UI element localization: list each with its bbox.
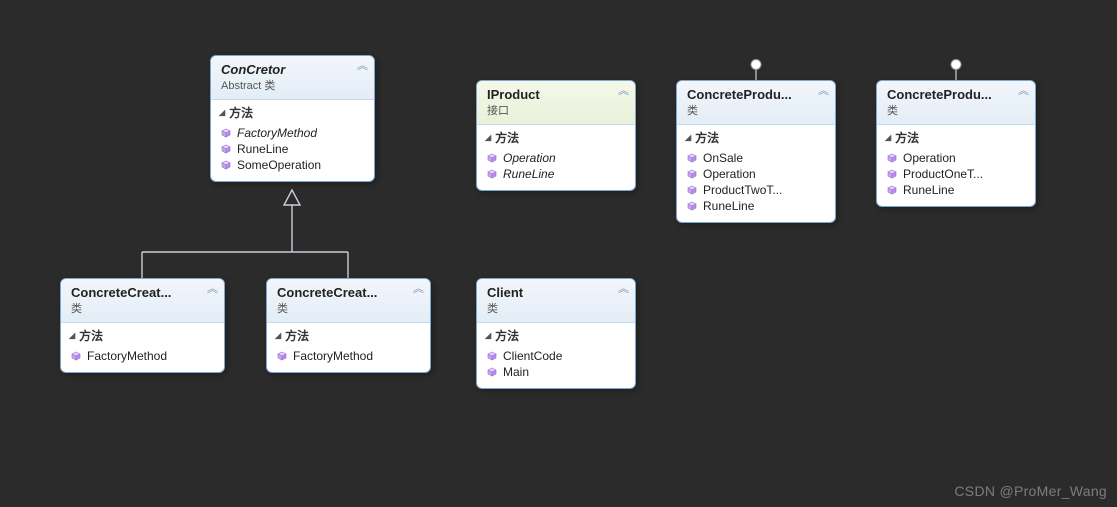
class-header: ConcreteProdu... 类 ︽ — [677, 81, 835, 125]
interface-lollipop — [951, 59, 962, 70]
class-title: Client — [487, 285, 607, 300]
expand-triangle-icon: ◢ — [485, 133, 491, 142]
class-concrete-creator-b[interactable]: ConcreteCreat... 类 ︽ ◢ 方法 FactoryMethod — [266, 278, 431, 373]
class-title: IProduct — [487, 87, 607, 102]
member-list: FactoryMethod — [61, 346, 224, 372]
class-subtitle: 类 — [887, 102, 1027, 118]
collapse-chevron-icon[interactable]: ︽ — [413, 285, 424, 293]
class-client[interactable]: Client 类 ︽ ◢ 方法 ClientCode Main — [476, 278, 636, 389]
interface-lollipop — [751, 59, 762, 70]
section-label: 方法 — [695, 129, 719, 146]
watermark: CSDN @ProMer_Wang — [954, 483, 1107, 499]
class-concretor[interactable]: ConCretor Abstract 类 ︽ ◢ 方法 FactoryMetho… — [210, 55, 375, 182]
methods-section-header[interactable]: ◢ 方法 — [877, 125, 1035, 148]
class-header: ConcreteCreat... 类 ︽ — [267, 279, 430, 323]
method-item[interactable]: RuneLine — [683, 198, 829, 214]
class-subtitle: 类 — [687, 102, 827, 118]
methods-section-header[interactable]: ◢ 方法 — [267, 323, 430, 346]
class-title: ConcreteProdu... — [887, 87, 1007, 102]
class-title: ConcreteCreat... — [71, 285, 191, 300]
method-item[interactable]: ProductOneT... — [883, 166, 1029, 182]
class-subtitle: 类 — [487, 300, 627, 316]
section-label: 方法 — [229, 104, 253, 121]
section-label: 方法 — [495, 129, 519, 146]
collapse-chevron-icon[interactable]: ︽ — [207, 285, 218, 293]
expand-triangle-icon: ◢ — [885, 133, 891, 142]
method-icon — [277, 351, 287, 361]
collapse-chevron-icon[interactable]: ︽ — [618, 285, 629, 293]
class-concrete-product-a[interactable]: ConcreteProdu... 类 ︽ ◢ 方法 OnSale Operati… — [676, 80, 836, 223]
member-list: OnSale Operation ProductTwoT... RuneLine — [677, 148, 835, 222]
expand-triangle-icon: ◢ — [485, 331, 491, 340]
section-label: 方法 — [895, 129, 919, 146]
method-item[interactable]: Operation — [483, 150, 629, 166]
section-label: 方法 — [285, 327, 309, 344]
method-icon — [487, 367, 497, 377]
section-label: 方法 — [495, 327, 519, 344]
method-item[interactable]: SomeOperation — [217, 157, 368, 173]
method-icon — [487, 351, 497, 361]
member-list: ClientCode Main — [477, 346, 635, 388]
method-icon — [687, 153, 697, 163]
class-subtitle: Abstract 类 — [221, 77, 366, 93]
class-header: ConcreteCreat... 类 ︽ — [61, 279, 224, 323]
member-list: FactoryMethod RuneLine SomeOperation — [211, 123, 374, 181]
connectors-layer — [0, 0, 1117, 507]
method-item[interactable]: RuneLine — [883, 182, 1029, 198]
method-icon — [887, 169, 897, 179]
class-concrete-creator-a[interactable]: ConcreteCreat... 类 ︽ ◢ 方法 FactoryMethod — [60, 278, 225, 373]
method-icon — [687, 185, 697, 195]
method-icon — [221, 160, 231, 170]
class-title: ConcreteProdu... — [687, 87, 807, 102]
methods-section-header[interactable]: ◢ 方法 — [477, 125, 635, 148]
method-item[interactable]: RuneLine — [483, 166, 629, 182]
member-list: FactoryMethod — [267, 346, 430, 372]
methods-section-header[interactable]: ◢ 方法 — [211, 100, 374, 123]
method-item[interactable]: FactoryMethod — [273, 348, 424, 364]
member-list: Operation RuneLine — [477, 148, 635, 190]
method-icon — [487, 169, 497, 179]
method-item[interactable]: OnSale — [683, 150, 829, 166]
method-icon — [887, 153, 897, 163]
method-icon — [221, 128, 231, 138]
expand-triangle-icon: ◢ — [275, 331, 281, 340]
class-header: ConcreteProdu... 类 ︽ — [877, 81, 1035, 125]
expand-triangle-icon: ◢ — [69, 331, 75, 340]
class-title: ConcreteCreat... — [277, 285, 397, 300]
method-icon — [487, 153, 497, 163]
methods-section-header[interactable]: ◢ 方法 — [477, 323, 635, 346]
expand-triangle-icon: ◢ — [685, 133, 691, 142]
section-label: 方法 — [79, 327, 103, 344]
methods-section-header[interactable]: ◢ 方法 — [61, 323, 224, 346]
method-icon — [221, 144, 231, 154]
method-item[interactable]: Operation — [883, 150, 1029, 166]
methods-section-header[interactable]: ◢ 方法 — [677, 125, 835, 148]
method-item[interactable]: Main — [483, 364, 629, 380]
class-header: IProduct 接口 ︽ — [477, 81, 635, 125]
method-item[interactable]: FactoryMethod — [217, 125, 368, 141]
member-list: Operation ProductOneT... RuneLine — [877, 148, 1035, 206]
method-icon — [71, 351, 81, 361]
collapse-chevron-icon[interactable]: ︽ — [618, 87, 629, 95]
method-item[interactable]: RuneLine — [217, 141, 368, 157]
class-subtitle: 类 — [71, 300, 216, 316]
class-subtitle: 接口 — [487, 102, 627, 118]
class-iproduct[interactable]: IProduct 接口 ︽ ◢ 方法 Operation RuneLine — [476, 80, 636, 191]
method-icon — [687, 169, 697, 179]
method-item[interactable]: ClientCode — [483, 348, 629, 364]
class-concrete-product-b[interactable]: ConcreteProdu... 类 ︽ ◢ 方法 Operation Prod… — [876, 80, 1036, 207]
method-icon — [887, 185, 897, 195]
method-item[interactable]: Operation — [683, 166, 829, 182]
class-subtitle: 类 — [277, 300, 422, 316]
class-title: ConCretor — [221, 62, 341, 77]
collapse-chevron-icon[interactable]: ︽ — [818, 87, 829, 95]
class-header: Client 类 ︽ — [477, 279, 635, 323]
method-item[interactable]: ProductTwoT... — [683, 182, 829, 198]
expand-triangle-icon: ◢ — [219, 108, 225, 117]
collapse-chevron-icon[interactable]: ︽ — [357, 62, 368, 70]
class-header: ConCretor Abstract 类 ︽ — [211, 56, 374, 100]
method-item[interactable]: FactoryMethod — [67, 348, 218, 364]
collapse-chevron-icon[interactable]: ︽ — [1018, 87, 1029, 95]
method-icon — [687, 201, 697, 211]
